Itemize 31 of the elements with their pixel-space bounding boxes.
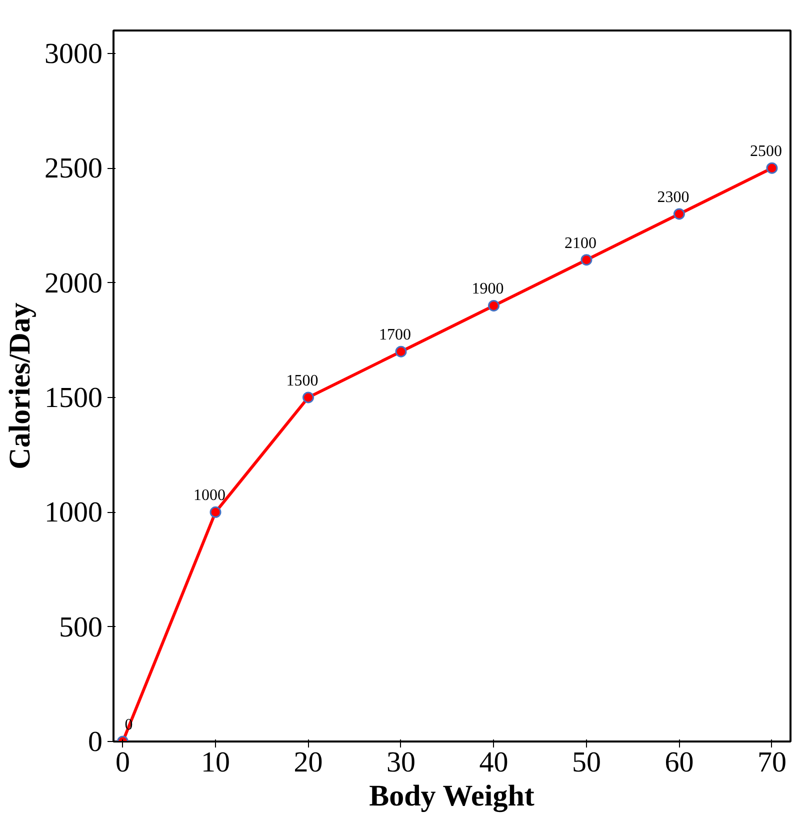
x-tick-label: 20 <box>294 746 323 778</box>
point <box>302 392 314 404</box>
data-label: 2300 <box>657 188 690 206</box>
x-tick-label: 50 <box>572 746 601 778</box>
x-tick-label: 60 <box>664 746 694 778</box>
data-label: 1700 <box>378 326 411 344</box>
x-tick-label: 30 <box>386 746 416 778</box>
x-tick-label: 40 <box>479 746 508 778</box>
y-tick-label: 1000 <box>44 496 102 529</box>
x-tick-label: 0 <box>116 746 130 778</box>
point <box>210 506 222 518</box>
data-label: 1000 <box>194 487 226 504</box>
y-tick-label: 500 <box>59 611 102 644</box>
data-label: 2500 <box>750 143 782 160</box>
data-label: 1500 <box>286 372 318 390</box>
y-tick-label: 3000 <box>44 38 102 70</box>
x-tick-label: 70 <box>757 746 786 778</box>
data-label: 2100 <box>564 234 596 252</box>
point <box>488 300 500 312</box>
y-tick-label: 1500 <box>44 382 102 414</box>
point <box>580 254 592 266</box>
y-tick-label: 2000 <box>44 267 102 300</box>
y-tick-label: 0 <box>88 726 102 758</box>
x-axis-title: Body Weight <box>369 780 534 812</box>
y-tick-label: 2500 <box>44 152 102 185</box>
data-label: 1900 <box>472 280 504 298</box>
point <box>766 162 778 174</box>
point <box>673 208 685 220</box>
point <box>395 346 407 358</box>
x-tick-label: 10 <box>201 746 230 778</box>
y-axis-title: Calories/Day <box>4 302 36 470</box>
